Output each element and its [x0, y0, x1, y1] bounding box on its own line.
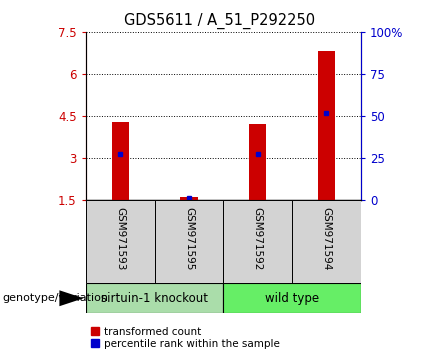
Bar — [249, 124, 266, 200]
Text: GSM971595: GSM971595 — [184, 207, 194, 270]
Bar — [112, 121, 129, 200]
Bar — [86, 283, 224, 313]
Text: sirtuin-1 knockout: sirtuin-1 knockout — [101, 292, 208, 305]
Bar — [154, 200, 223, 283]
Bar — [180, 197, 198, 200]
Bar — [224, 200, 292, 283]
Text: GSM971594: GSM971594 — [322, 207, 331, 270]
Text: genotype/variation: genotype/variation — [2, 293, 108, 303]
Text: GDS5611 / A_51_P292250: GDS5611 / A_51_P292250 — [125, 12, 315, 29]
Bar — [86, 200, 154, 283]
Text: wild type: wild type — [265, 292, 319, 305]
Bar — [224, 283, 361, 313]
Bar — [292, 200, 361, 283]
Polygon shape — [59, 290, 84, 306]
Text: GSM971592: GSM971592 — [253, 207, 263, 270]
Legend: transformed count, percentile rank within the sample: transformed count, percentile rank withi… — [91, 327, 279, 349]
Text: GSM971593: GSM971593 — [115, 207, 125, 270]
Bar — [318, 51, 335, 200]
